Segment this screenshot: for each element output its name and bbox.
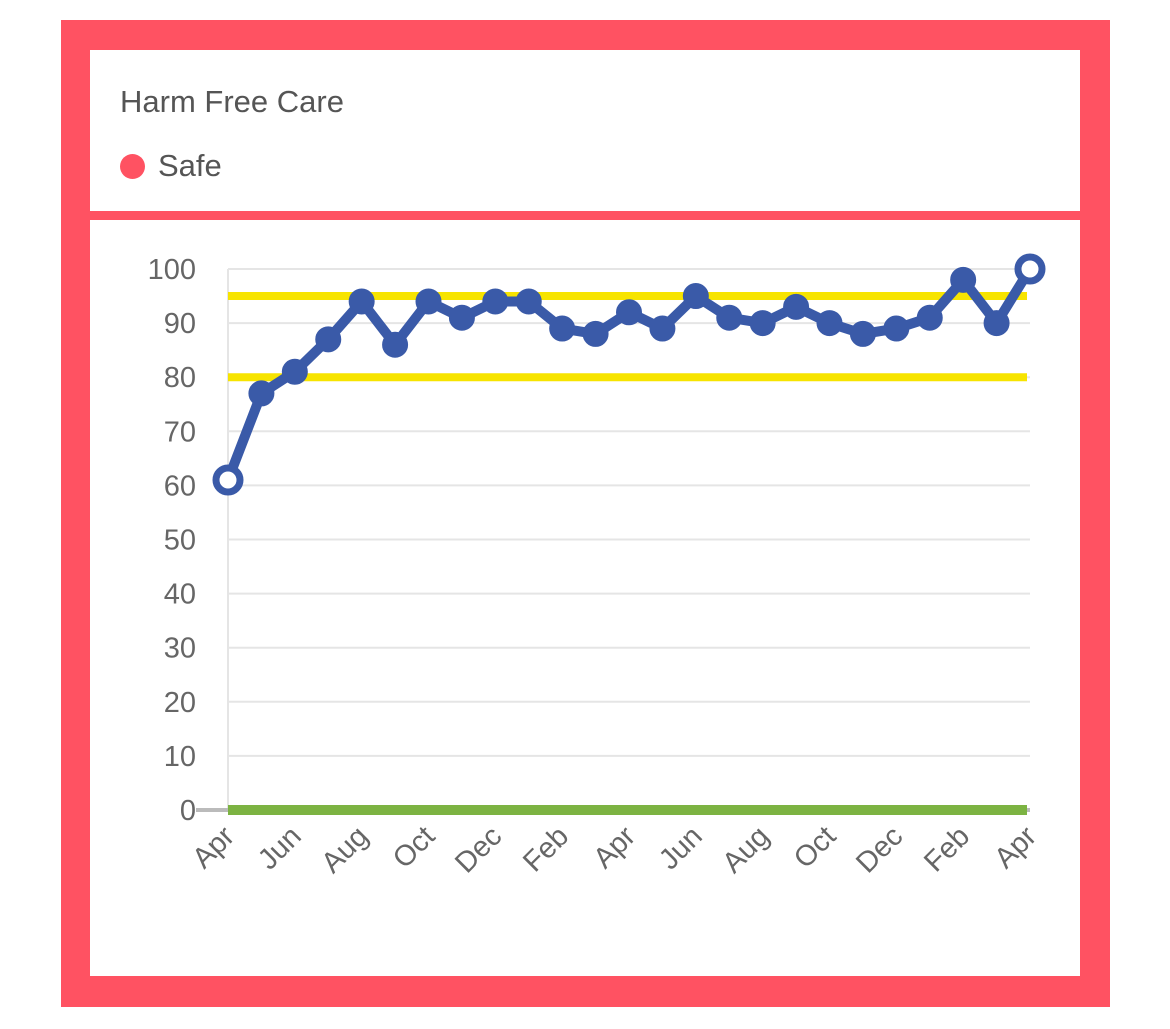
data-point-21 <box>916 304 943 331</box>
chart-panel: 0 10 20 30 40 50 60 70 80 90 100 Apr Jun Aug Oct Dec Fe… <box>90 220 1080 976</box>
series-safe <box>212 253 1046 496</box>
y-tick-label-20: 20 <box>164 687 196 719</box>
data-point-23 <box>983 310 1010 337</box>
data-point-20 <box>883 315 910 342</box>
x-tick-label-3: Oct <box>387 820 442 875</box>
x-tick-label-5: Feb <box>517 820 575 878</box>
data-point-11 <box>582 320 609 347</box>
legend-marker-safe <box>120 153 145 179</box>
data-point-3 <box>315 326 342 353</box>
y-axis-ticks: 0 10 20 30 40 50 60 70 80 90 100 <box>148 254 196 827</box>
x-tick-label-11: Feb <box>918 820 976 878</box>
data-point-18 <box>816 310 843 337</box>
grid-lines <box>228 268 1030 757</box>
data-point-6 <box>415 288 442 315</box>
y-tick-label-40: 40 <box>164 579 196 611</box>
y-tick-label-10: 10 <box>164 741 196 773</box>
data-point-19 <box>849 320 876 347</box>
data-point-0 <box>212 464 244 496</box>
x-tick-label-7: Jun <box>653 820 709 876</box>
data-point-5 <box>382 331 409 358</box>
data-point-16 <box>749 310 776 337</box>
y-tick-label-80: 80 <box>164 362 196 394</box>
legend-label-safe: Safe <box>158 148 222 183</box>
x-tick-label-2: Aug <box>315 820 374 879</box>
y-tick-label-90: 90 <box>164 308 196 340</box>
y-tick-label-0: 0 <box>180 795 196 827</box>
x-tick-label-10: Dec <box>850 820 909 879</box>
x-tick-label-9: Oct <box>788 820 843 875</box>
data-point-22 <box>950 266 977 293</box>
y-tick-label-60: 60 <box>164 470 196 502</box>
data-point-15 <box>716 304 743 331</box>
chart-header: Harm Free Care Safe <box>90 50 1080 211</box>
data-point-7 <box>448 304 475 331</box>
x-tick-label-0: Apr <box>186 820 241 875</box>
y-tick-label-30: 30 <box>164 633 196 665</box>
data-point-24 <box>1014 253 1046 285</box>
x-tick-label-6: Apr <box>587 820 642 875</box>
data-point-9 <box>515 288 542 315</box>
y-tick-label-100: 100 <box>148 254 196 286</box>
y-tick-label-50: 50 <box>164 525 196 557</box>
data-point-13 <box>649 315 676 342</box>
data-point-1 <box>248 380 275 407</box>
x-tick-label-4: Dec <box>449 820 508 879</box>
data-point-12 <box>616 299 642 326</box>
chart-title: Harm Free Care <box>120 84 344 119</box>
x-tick-label-1: Jun <box>252 820 308 876</box>
reference-lines <box>228 292 1027 815</box>
data-point-4 <box>348 288 375 315</box>
x-tick-label-8: Aug <box>716 820 775 879</box>
x-axis-ticks: Apr Jun Aug Oct Dec Feb Apr Jun Aug Oct Dec Feb Apr <box>186 820 1043 879</box>
x-tick-label-12: Apr <box>988 820 1043 875</box>
data-point-14 <box>682 283 709 310</box>
data-point-8 <box>482 288 509 315</box>
data-point-2 <box>281 358 308 385</box>
chart-legend[interactable]: Safe <box>120 148 222 184</box>
data-point-10 <box>549 315 576 342</box>
y-tick-label-70: 70 <box>164 416 196 448</box>
data-point-17 <box>783 293 810 320</box>
